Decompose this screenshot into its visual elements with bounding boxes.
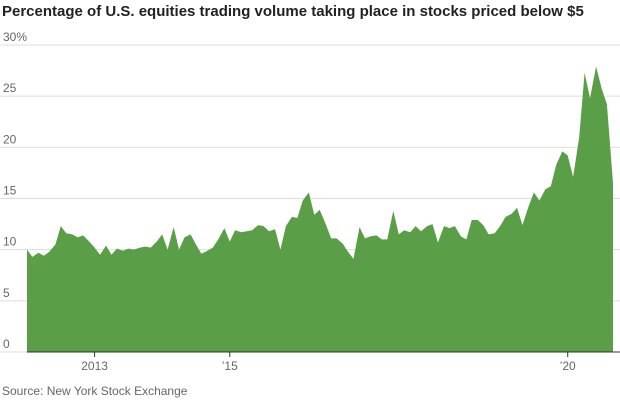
x-tick-label: 2013 <box>81 359 108 373</box>
y-tick-label: 5 <box>3 286 10 300</box>
y-tick-label: 10 <box>3 235 17 249</box>
area <box>27 66 613 353</box>
x-tick-label: ’15 <box>222 359 238 373</box>
y-tick-label: 20 <box>3 132 17 146</box>
y-tick-label: 25 <box>3 81 17 95</box>
chart-title: Percentage of U.S. equities trading volu… <box>2 3 584 20</box>
y-tick-label: 0 <box>3 337 10 351</box>
y-tick-label: 30% <box>3 30 27 44</box>
source-note: Source: New York Stock Exchange <box>2 384 188 398</box>
y-tick-label: 15 <box>3 184 17 198</box>
x-tick-label: ’20 <box>560 359 576 373</box>
